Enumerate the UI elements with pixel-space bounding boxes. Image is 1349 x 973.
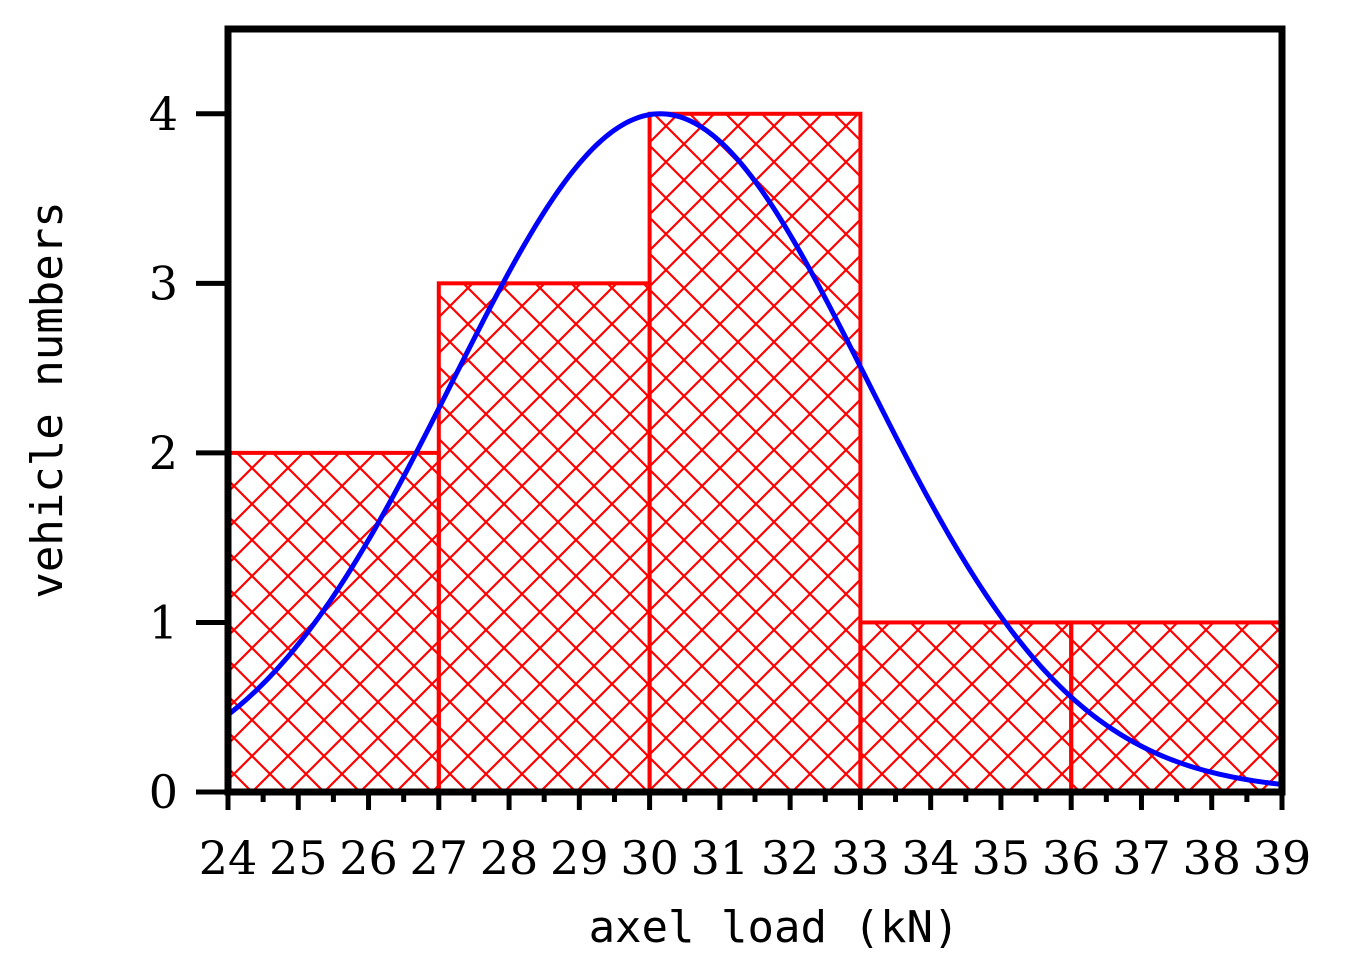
x-tick-label-31: 31 xyxy=(691,831,750,885)
y-tick-label-3: 3 xyxy=(149,256,178,310)
x-tick-label-24: 24 xyxy=(199,831,258,885)
normal-fit-curve xyxy=(228,111,1282,787)
histogram-bar-4 xyxy=(1069,620,1284,795)
x-tick-label-35: 35 xyxy=(972,831,1031,885)
x-tick-label-38: 38 xyxy=(1182,831,1241,885)
y-axis-ticks: 0 1 2 3 4 xyxy=(149,87,228,819)
x-tick-label-34: 34 xyxy=(901,831,960,885)
x-tick-label-25: 25 xyxy=(269,831,328,885)
x-tick-label-37: 37 xyxy=(1112,831,1171,885)
histogram-bar-3 xyxy=(858,620,1074,795)
x-tick-label-32: 32 xyxy=(761,831,820,885)
x-axis-label: axel load (kN) xyxy=(589,902,960,953)
histogram-bar-1 xyxy=(436,281,652,794)
y-axis-label: vehicle numbers xyxy=(22,201,73,598)
histogram-bar-0 xyxy=(226,450,441,794)
x-tick-label-30: 30 xyxy=(620,831,679,885)
y-tick-label-2: 2 xyxy=(149,426,178,480)
fit-curve-layer xyxy=(228,111,1282,787)
x-tick-label-33: 33 xyxy=(831,831,890,885)
histogram-bars xyxy=(226,111,1284,795)
x-tick-label-28: 28 xyxy=(480,831,539,885)
x-tick-label-29: 29 xyxy=(550,831,609,885)
x-tick-label-27: 27 xyxy=(410,831,469,885)
x-tick-label-26: 26 xyxy=(339,831,398,885)
y-tick-label-0: 0 xyxy=(149,765,178,819)
x-axis-ticks: 24 25 26 27 28 29 30 31 32 33 34 35 36 37 38 39 xyxy=(199,792,1312,885)
x-tick-label-36: 36 xyxy=(1042,831,1101,885)
y-tick-label-4: 4 xyxy=(149,87,178,141)
x-tick-label-39: 39 xyxy=(1253,831,1312,885)
y-tick-label-1: 1 xyxy=(149,595,178,649)
histogram-bar-2 xyxy=(647,111,863,795)
